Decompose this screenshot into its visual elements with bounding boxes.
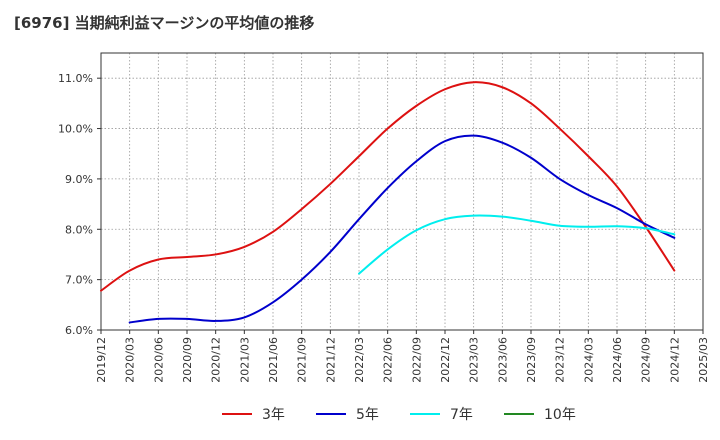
y-tick-label: 11.0% (58, 72, 93, 85)
x-tick-label: 2020/09 (181, 337, 194, 383)
x-tick-label: 2022/03 (353, 337, 366, 383)
chart-title: [6976] 当期純利益マージンの平均値の推移 (14, 14, 315, 32)
x-tick-label: 2022/06 (382, 337, 395, 383)
y-tick-label: 10.0% (58, 123, 93, 136)
plot-area (101, 53, 703, 330)
y-tick-label: 8.0% (65, 223, 93, 236)
y-tick-label: 9.0% (65, 173, 93, 186)
x-tick-label: 2020/12 (210, 337, 223, 383)
x-tick-label: 2021/06 (267, 337, 280, 383)
series-layer (100, 81, 676, 324)
x-tick-label: 2020/03 (124, 337, 137, 383)
x-tick-label: 2022/09 (410, 337, 423, 383)
x-tick-label: 2020/06 (152, 337, 165, 383)
x-tick-label: 2024/09 (640, 337, 653, 383)
series-line-3 (358, 214, 676, 275)
legend-label-4: 10年 (544, 407, 576, 423)
y-tick-label: 6.0% (65, 324, 93, 337)
x-tick-label: 2023/09 (525, 337, 538, 383)
x-tick-label: 2023/06 (496, 337, 509, 383)
series-line-2 (128, 134, 676, 324)
x-tick-label: 2022/12 (439, 337, 452, 383)
plot-border (100, 52, 704, 331)
grid-layer (100, 53, 704, 331)
legend: 3年 5年 7年 10年 (222, 407, 576, 423)
x-tick-label: 2024/12 (668, 337, 681, 383)
x-tick-label: 2021/12 (324, 337, 337, 383)
x-tick-label: 2023/03 (468, 337, 481, 383)
x-tick-label: 2024/06 (611, 337, 624, 383)
x-tick-label: 2021/09 (296, 337, 309, 383)
x-tick-label: 2019/12 (95, 337, 108, 383)
y-tick-label: 7.0% (65, 274, 93, 287)
axis-layer: 6.0% 7.0% 8.0% 9.0% 10.0% 11.0% 2019/12 2020/03… (58, 52, 710, 383)
legend-label-1: 3年 (262, 407, 285, 423)
x-tick-label: 2024/03 (582, 337, 595, 383)
legend-label-3: 7年 (450, 407, 473, 423)
x-tick-label: 2023/12 (554, 337, 567, 383)
series-line-1 (100, 81, 676, 292)
x-tick-label: 2025/03 (697, 337, 710, 383)
legend-label-2: 5年 (356, 407, 379, 423)
x-tick-label: 2021/03 (238, 337, 251, 383)
